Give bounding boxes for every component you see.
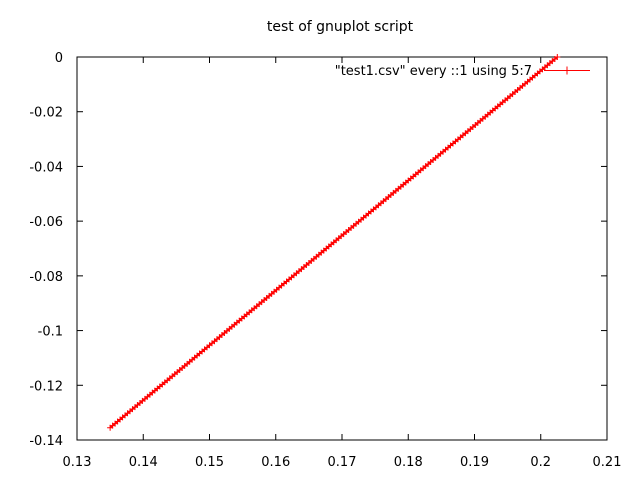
y-tick-label: -0.12 (29, 379, 63, 394)
x-tick-label: 0.13 (63, 455, 92, 470)
y-tick-label: -0.08 (29, 270, 63, 285)
y-tick-label: 0 (55, 51, 63, 66)
chart-title: test of gnuplot script (267, 19, 414, 35)
y-tick-label: -0.04 (29, 160, 63, 175)
y-tick-label: -0.02 (29, 106, 63, 121)
x-tick-label: 0.18 (394, 455, 423, 470)
x-tick-label: 0.21 (593, 455, 622, 470)
x-tick-label: 0.17 (328, 455, 357, 470)
x-tick-label: 0.16 (261, 455, 290, 470)
y-axis: 0 -0.02 -0.04 -0.06 -0.08 -0.1 -0.12 -0.14 (29, 51, 607, 449)
data-series (107, 54, 561, 431)
x-tick-label: 0.14 (129, 455, 158, 470)
plot-frame (76, 56, 608, 441)
legend-entry-label: "test1.csv" every ::1 using 5:7 (335, 64, 532, 79)
data-point (554, 54, 561, 60)
y-tick-label: -0.06 (29, 215, 63, 230)
y-tick-label: -0.14 (29, 434, 63, 449)
y-tick-label: -0.1 (38, 325, 63, 340)
legend: "test1.csv" every ::1 using 5:7 (335, 64, 590, 79)
x-tick-label: 0.19 (460, 455, 489, 470)
x-tick-label: 0.15 (195, 455, 224, 470)
x-axis: 0.13 0.14 0.15 0.16 0.17 0.18 0.19 0.2 0.21 (63, 57, 622, 470)
legend-sample-marker (563, 66, 571, 75)
x-tick-label: 0.2 (530, 455, 551, 470)
